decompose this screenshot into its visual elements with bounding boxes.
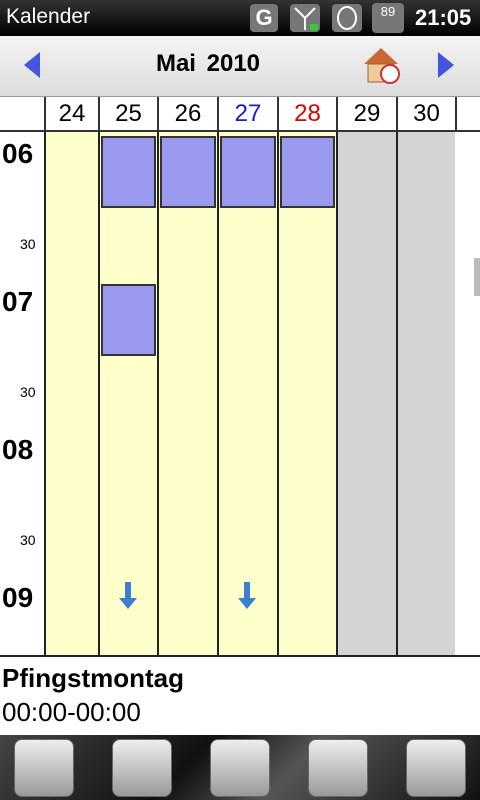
clock[interactable]: 21:05 xyxy=(415,5,472,30)
half-hour-label: 30 xyxy=(20,384,36,400)
week-grid: 06 30 07 30 08 30 09 xyxy=(0,132,480,655)
day-column[interactable] xyxy=(277,132,336,655)
day-column[interactable] xyxy=(336,132,396,655)
day-header[interactable]: 25 xyxy=(98,97,157,131)
day-header[interactable]: 26 xyxy=(157,97,217,131)
more-events-arrow[interactable] xyxy=(237,582,257,610)
toolbar xyxy=(0,735,480,800)
header-end xyxy=(455,97,457,131)
app-title: Kalender xyxy=(6,5,91,28)
appointment[interactable] xyxy=(280,136,335,208)
next-button[interactable] xyxy=(436,50,456,80)
day-header[interactable]: 28 xyxy=(277,97,336,131)
day-header[interactable]: 27 xyxy=(217,97,277,131)
close-button[interactable] xyxy=(406,739,466,797)
half-hour-label: 30 xyxy=(20,532,36,548)
day-header-row: 24 25 26 27 28 29 30 xyxy=(0,96,480,132)
day-column[interactable] xyxy=(98,132,157,655)
appointment[interactable] xyxy=(101,284,156,356)
calendar-header: Mai 2010 xyxy=(0,36,480,96)
hour-label: 09 xyxy=(2,582,34,613)
day-header[interactable]: 24 xyxy=(44,97,98,131)
hour-label: 08 xyxy=(2,434,34,465)
today-button[interactable] xyxy=(360,44,402,86)
month-view-button[interactable] xyxy=(112,739,172,797)
day-header[interactable]: 30 xyxy=(396,97,455,131)
week-view-button[interactable] xyxy=(210,739,270,797)
event-title: Pfingstmontag xyxy=(2,663,184,693)
more-events-arrow[interactable] xyxy=(118,582,138,610)
appointment[interactable] xyxy=(160,136,216,208)
signal-icon[interactable] xyxy=(290,4,320,32)
status-bar: Kalender G 89 21:05 xyxy=(0,0,480,36)
event-time: 00:00-00:00 xyxy=(2,697,141,727)
day-column[interactable] xyxy=(217,132,277,655)
prev-button[interactable] xyxy=(22,50,42,80)
appointment[interactable] xyxy=(220,136,276,208)
hour-label: 06 xyxy=(2,138,34,169)
day-column[interactable] xyxy=(157,132,217,655)
hour-label: 07 xyxy=(2,286,34,317)
battery-icon[interactable]: 89 xyxy=(372,3,404,33)
appointment[interactable] xyxy=(101,136,156,208)
sync-icon[interactable] xyxy=(332,4,362,32)
day-column[interactable] xyxy=(396,132,455,655)
day-column[interactable] xyxy=(44,132,98,655)
agenda-button[interactable] xyxy=(308,739,368,797)
back-button[interactable] xyxy=(14,739,74,797)
half-hour-label: 30 xyxy=(20,236,36,252)
event-info[interactable]: Pfingstmontag 00:00-00:00 xyxy=(0,655,480,735)
scrollbar[interactable] xyxy=(474,258,480,296)
month-label: Mai 2010 xyxy=(155,50,261,77)
day-header[interactable]: 29 xyxy=(336,97,396,131)
network-icon[interactable]: G xyxy=(250,4,278,32)
